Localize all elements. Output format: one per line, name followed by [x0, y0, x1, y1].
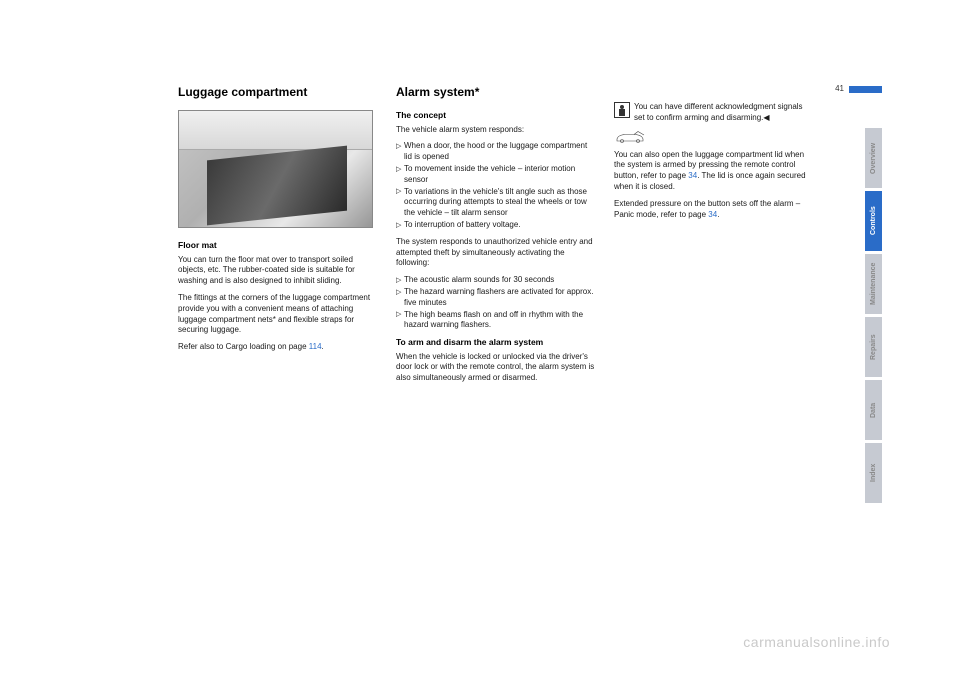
- watermark: carmanualsonline.info: [743, 634, 890, 650]
- heading-alarm: Alarm system*: [396, 84, 596, 100]
- list-item: To movement inside the vehicle – interio…: [396, 164, 596, 186]
- note-p2: Extended pressure on the button sets off…: [614, 199, 814, 221]
- page-number-bar: [849, 86, 882, 93]
- floor-mat-image: [178, 110, 373, 228]
- floor-mat-p1: You can turn the floor mat over to trans…: [178, 255, 378, 287]
- tab-maintenance[interactable]: Maintenance: [865, 254, 882, 314]
- floor-mat-p3: Refer also to Cargo loading on page 114.: [178, 342, 378, 353]
- floor-mat-p2: The fittings at the corners of the lugga…: [178, 293, 378, 336]
- concept-p2: The system responds to unauthorized vehi…: [396, 237, 596, 269]
- list-item: The acoustic alarm sounds for 30 seconds: [396, 275, 596, 286]
- concept-p1: The vehicle alarm system responds:: [396, 125, 596, 136]
- tab-repairs[interactable]: Repairs: [865, 317, 882, 377]
- content-columns: Luggage compartment Floor mat You can tu…: [178, 84, 878, 390]
- tab-overview[interactable]: Overview: [865, 128, 882, 188]
- tab-controls[interactable]: Controls: [865, 191, 882, 251]
- arm-disarm-p: When the vehicle is locked or unlocked v…: [396, 352, 596, 384]
- list-item: To variations in the vehicle's tilt angl…: [396, 187, 596, 219]
- subheading-floor-mat: Floor mat: [178, 240, 378, 251]
- car-trunk-icon: [614, 130, 646, 144]
- page-link-114[interactable]: 114: [309, 342, 322, 351]
- list-item: When a door, the hood or the luggage com…: [396, 141, 596, 163]
- note-p1: You can also open the luggage compartmen…: [614, 150, 814, 193]
- page-link-34b[interactable]: 34: [708, 210, 717, 219]
- info-note: You can have different acknowledgment si…: [614, 102, 814, 124]
- responds-list: When a door, the hood or the luggage com…: [396, 141, 596, 230]
- manual-page: Luggage compartment Floor mat You can tu…: [178, 84, 878, 584]
- heading-luggage: Luggage compartment: [178, 84, 378, 100]
- subheading-arm-disarm: To arm and disarm the alarm system: [396, 337, 596, 348]
- activates-list: The acoustic alarm sounds for 30 seconds…: [396, 275, 596, 331]
- page-number: 41: [835, 84, 844, 93]
- list-item: The high beams flash on and off in rhyth…: [396, 310, 596, 332]
- tab-index[interactable]: Index: [865, 443, 882, 503]
- column-alarm: Alarm system* The concept The vehicle al…: [396, 84, 596, 390]
- column-note: You can have different acknowledgment si…: [614, 84, 814, 390]
- tab-data[interactable]: Data: [865, 380, 882, 440]
- list-item: To interruption of battery voltage.: [396, 220, 596, 231]
- column-luggage: Luggage compartment Floor mat You can tu…: [178, 84, 378, 390]
- list-item: The hazard warning flashers are activate…: [396, 287, 596, 309]
- subheading-concept: The concept: [396, 110, 596, 121]
- page-link-34a[interactable]: 34: [688, 171, 697, 180]
- person-icon: [614, 102, 630, 118]
- section-tabs: Overview Controls Maintenance Repairs Da…: [865, 128, 882, 506]
